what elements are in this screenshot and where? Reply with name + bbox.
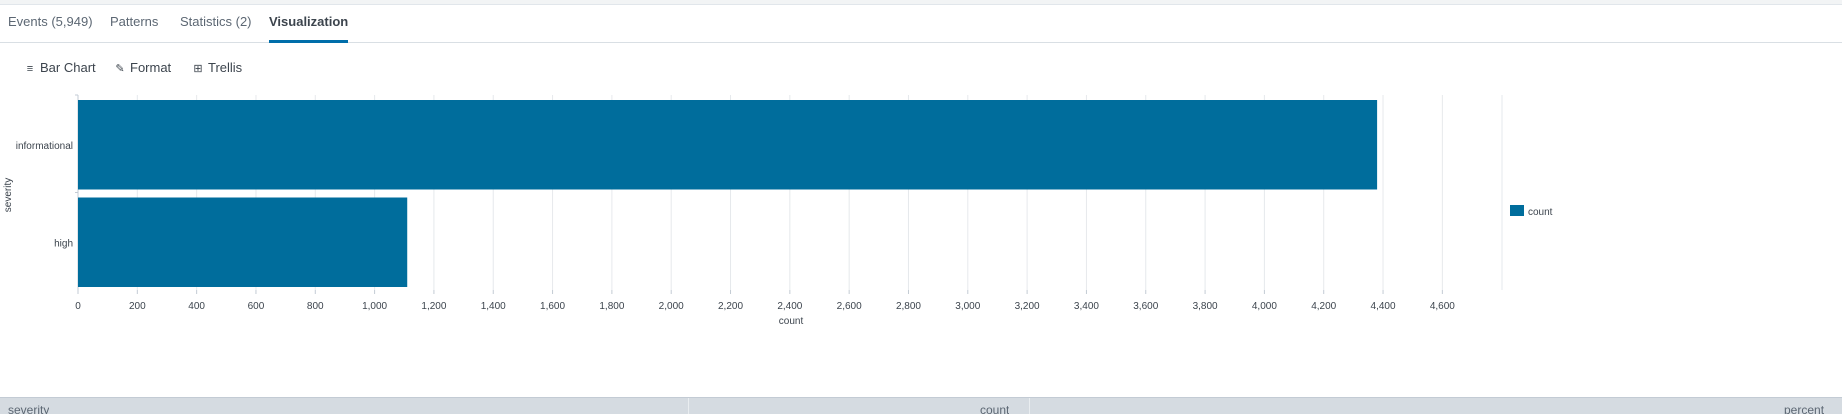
x-tick-label: 1,400 <box>481 301 506 312</box>
bar-high <box>78 197 408 287</box>
legend-swatch <box>1510 205 1524 216</box>
x-tick-label: 1,800 <box>599 301 624 312</box>
x-tick-label: 2,000 <box>659 301 684 312</box>
x-tick-label: 200 <box>129 301 146 312</box>
x-tick-label: 1,200 <box>421 301 446 312</box>
bar-informational <box>78 100 1378 190</box>
tab-statistics[interactable]: Statistics (2) <box>180 14 252 29</box>
x-tick-label: 0 <box>75 301 81 312</box>
tab-visualization[interactable]: Visualization <box>269 4 349 43</box>
x-tick-label: 4,200 <box>1311 301 1336 312</box>
y-tick-label: high <box>54 238 73 249</box>
x-tick-label: 4,600 <box>1430 301 1455 312</box>
y-axis-title: severity <box>3 178 14 212</box>
tab-patterns[interactable]: Patterns <box>110 14 159 29</box>
bar-chart: 0 200 400 600 800 1,000 1,200 1,400 1,600 1,800 2,… <box>0 90 1842 390</box>
bar-chart-label: Bar Chart <box>40 60 96 75</box>
x-tick-label: 4,400 <box>1371 301 1396 312</box>
x-tick-label: 800 <box>307 301 324 312</box>
x-tick-label: 3,800 <box>1193 301 1218 312</box>
x-tick-label: 1,000 <box>362 301 387 312</box>
grid-icon: ⊞ <box>193 63 203 75</box>
x-tick-label: 2,400 <box>777 301 802 312</box>
x-tick-label: 2,800 <box>896 301 921 312</box>
x-tick-label: 3,000 <box>955 301 980 312</box>
legend-label: count <box>1528 207 1553 218</box>
x-tick-label: 3,200 <box>1015 301 1040 312</box>
x-tick-label: 3,400 <box>1074 301 1099 312</box>
results-table-header: severity count percent <box>0 397 1842 414</box>
x-tick-label: 2,600 <box>837 301 862 312</box>
results-tabs: Events (5,949) Patterns Statistics (2) V… <box>0 4 1842 43</box>
column-header-percent[interactable]: percent <box>1784 403 1825 414</box>
format-button[interactable]: ✎ Format <box>114 58 171 78</box>
brush-icon: ✎ <box>115 63 125 75</box>
x-tick-label: 3,600 <box>1133 301 1158 312</box>
bar-chart-button[interactable]: ≡ Bar Chart <box>24 58 96 78</box>
column-header-count[interactable]: count <box>980 403 1010 414</box>
bar-chart-icon: ≡ <box>26 63 34 75</box>
x-tick-label: 400 <box>188 301 205 312</box>
column-header-severity[interactable]: severity <box>8 403 50 414</box>
x-tick-label: 4,000 <box>1252 301 1277 312</box>
x-tick-label: 600 <box>248 301 265 312</box>
x-tick-label: 2,200 <box>718 301 743 312</box>
column-divider <box>1029 398 1030 414</box>
top-strip <box>0 0 1842 5</box>
tab-events[interactable]: Events (5,949) <box>8 14 93 29</box>
trellis-button[interactable]: ⊞ Trellis <box>192 58 242 78</box>
trellis-label: Trellis <box>208 60 243 75</box>
y-tick-label: informational <box>16 141 73 152</box>
bar-chart-svg: 0 200 400 600 800 1,000 1,200 1,400 1,600 1,800 2,… <box>3 94 1553 327</box>
format-label: Format <box>130 60 172 75</box>
x-tick-label: 1,600 <box>540 301 565 312</box>
x-axis-title: count <box>779 316 804 327</box>
column-divider <box>688 398 689 414</box>
